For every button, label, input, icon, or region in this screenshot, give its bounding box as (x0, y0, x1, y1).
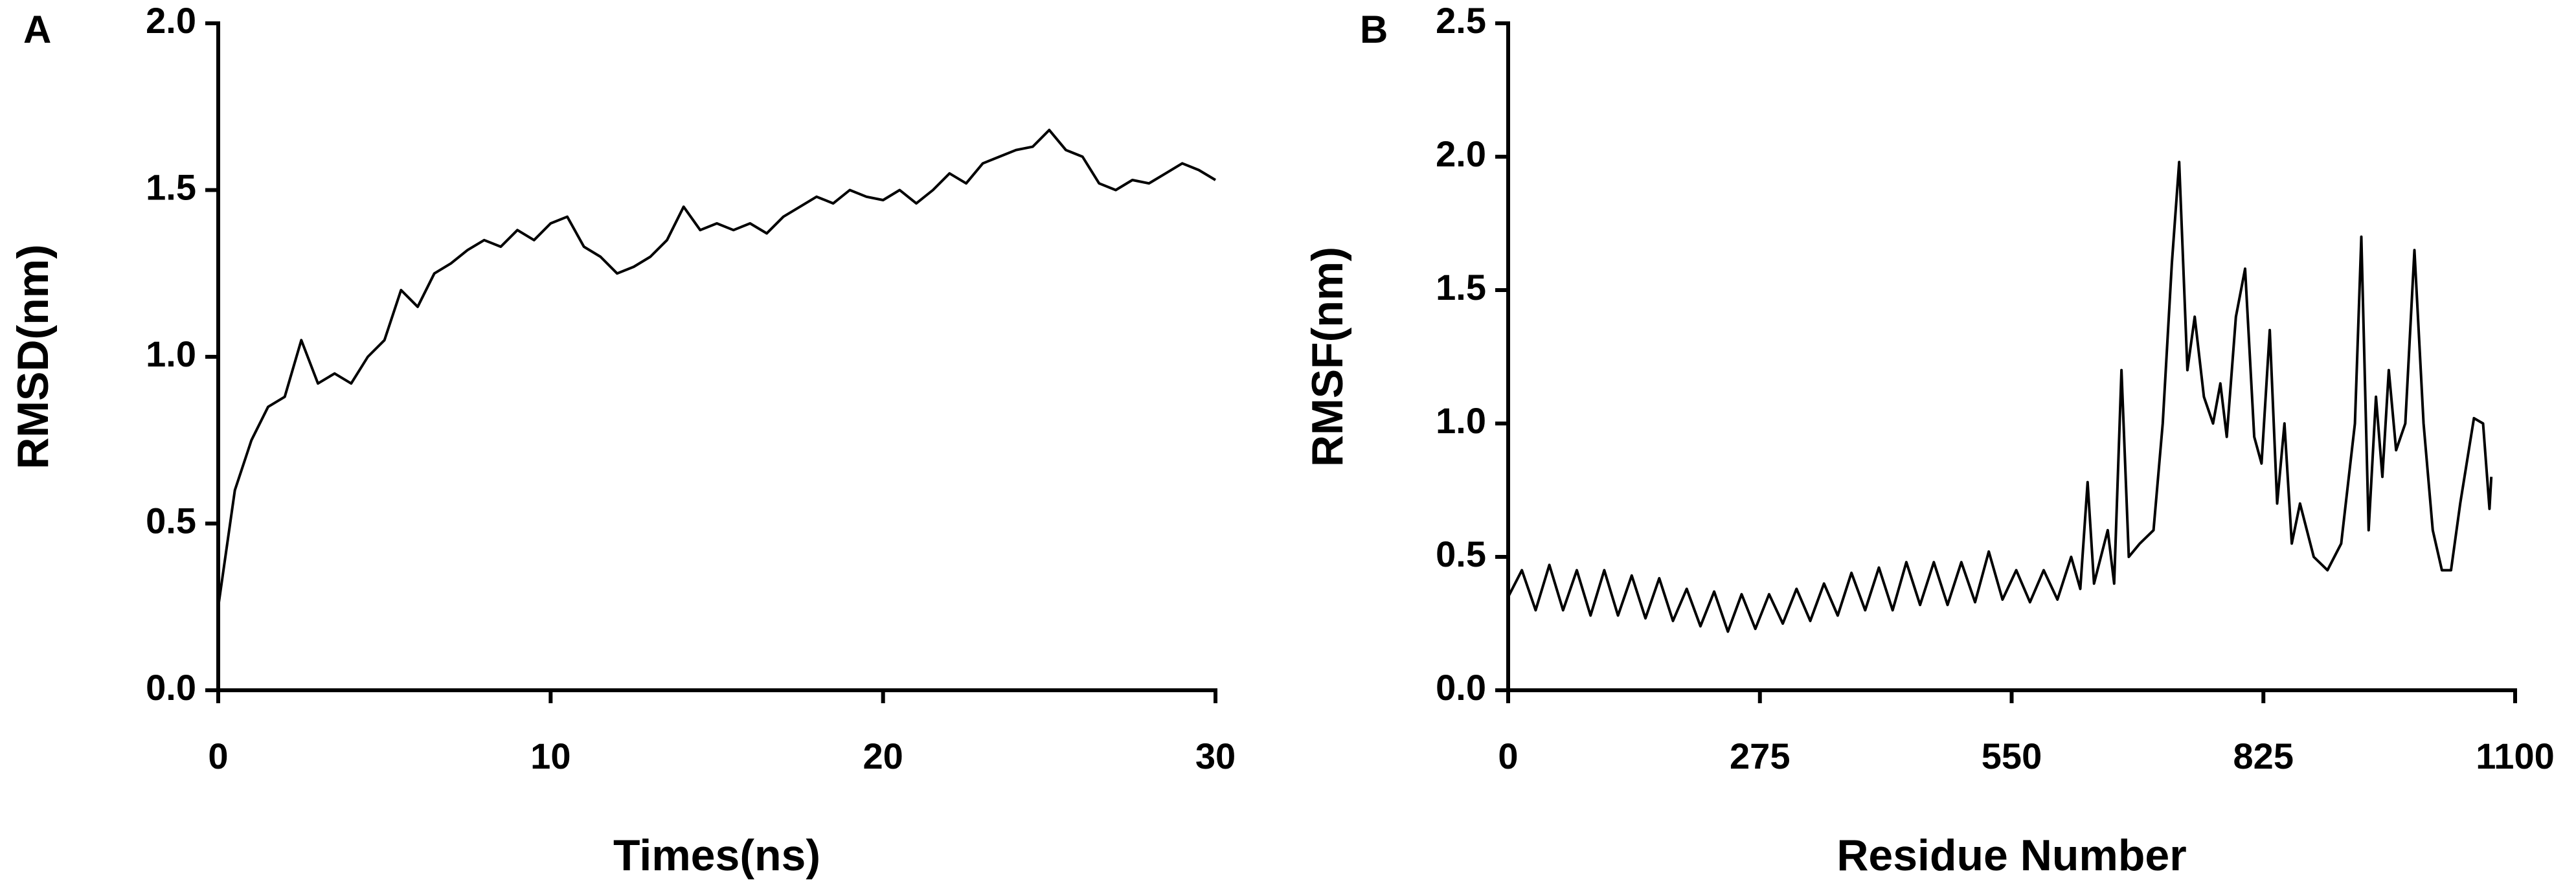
y-tick-label: 1.0 (1436, 400, 1486, 441)
x-tick-label: 1100 (2476, 736, 2555, 776)
x-tick-label: 550 (1982, 736, 2042, 776)
x-tick-label: 0 (208, 736, 228, 776)
y-tick-label: 0.5 (146, 500, 196, 541)
x-tick-label: 20 (863, 736, 903, 776)
data-line (217, 128, 1217, 607)
y-tick-label: 2.5 (1436, 0, 1486, 41)
x-tick-label: 825 (2233, 736, 2294, 776)
y-axis-label: RMSD(nm) (8, 244, 58, 469)
x-axis-label: Times(ns) (613, 831, 820, 880)
x-tick-label: 0 (1498, 736, 1518, 776)
y-tick-label: 1.5 (1436, 267, 1486, 308)
panel-label: B (1360, 8, 1388, 51)
y-tick-label: 0.5 (1436, 534, 1486, 574)
panel-label: A (23, 8, 51, 51)
y-tick-label: 0.0 (1436, 667, 1486, 708)
y-tick-label: 0.0 (146, 667, 196, 708)
x-tick-label: 275 (1730, 736, 1790, 776)
x-tick-label: 30 (1195, 736, 1236, 776)
y-tick-label: 2.0 (1436, 133, 1486, 174)
x-tick-label: 10 (530, 736, 571, 776)
y-tick-label: 1.0 (146, 333, 196, 374)
y-tick-label: 1.5 (146, 166, 196, 207)
x-axis-label: Residue Number (1836, 831, 2186, 880)
y-axis-label: RMSF(nm) (1303, 247, 1352, 467)
y-tick-label: 2.0 (146, 0, 196, 41)
data-line (1507, 161, 2493, 633)
